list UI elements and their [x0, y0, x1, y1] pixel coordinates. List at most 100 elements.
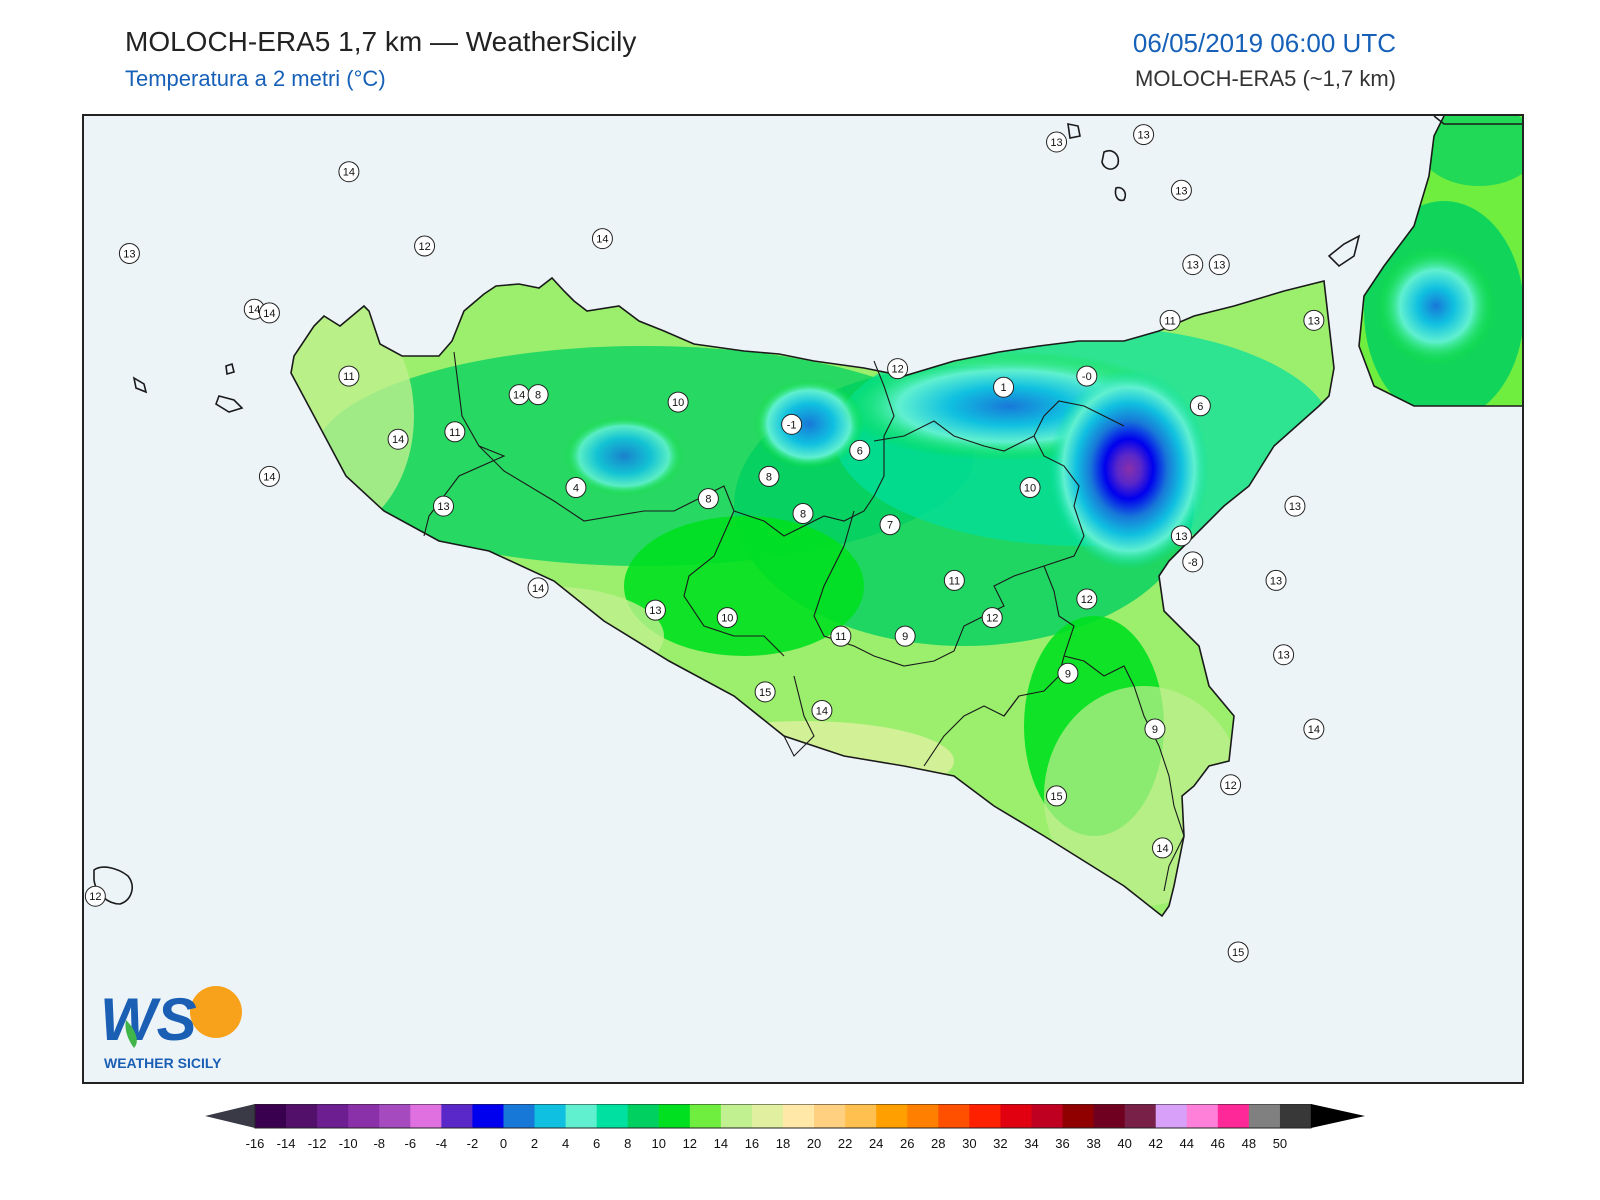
station-circle [1170, 179, 1192, 201]
station-marker: 9 [1057, 662, 1079, 684]
station-marker: 8 [758, 465, 780, 487]
station-value: 15 [1232, 947, 1244, 959]
colorbar-tick-label: 10 [652, 1136, 666, 1151]
station-marker: 14 [338, 161, 360, 183]
station-value: 13 [1213, 260, 1225, 272]
colorbar-cell [938, 1104, 970, 1128]
station-value: 11 [835, 631, 846, 643]
colorbar-cell [534, 1104, 567, 1128]
colorbar-cell [751, 1104, 784, 1128]
colorbar-cell [472, 1104, 504, 1128]
station-circle [338, 161, 360, 183]
colorbar-tick-label: 6 [593, 1136, 600, 1151]
leaf-icon [125, 1020, 137, 1048]
station-circle [697, 488, 719, 510]
colorbar-tick-label: 34 [1024, 1136, 1038, 1151]
station-circle [887, 358, 909, 380]
colorbar-tick-label: 38 [1086, 1136, 1100, 1151]
station-circle [1220, 774, 1242, 796]
station-marker: 9 [1144, 718, 1166, 740]
station-circle [1133, 124, 1155, 146]
station-marker: 13 [1208, 254, 1230, 276]
colorbar-cell [1000, 1104, 1032, 1128]
station-marker: 11 [338, 365, 360, 387]
station-value: 14 [263, 471, 275, 483]
station-circle [444, 421, 466, 443]
station-value: 13 [1289, 501, 1301, 513]
station-value: 13 [1187, 260, 1199, 272]
station-value: 12 [891, 364, 903, 376]
colorbar-tick-label: -12 [308, 1136, 327, 1151]
colorbar-cell [596, 1104, 629, 1128]
station-marker: 11 [444, 421, 466, 443]
logo-letters: WS [100, 986, 197, 1053]
station-value: 15 [1050, 791, 1062, 803]
colorbar-tick-label: 44 [1180, 1136, 1194, 1151]
colorbar-tick-label: -14 [277, 1136, 296, 1151]
station-marker: 12 [1076, 588, 1098, 610]
station-value: 13 [123, 248, 135, 260]
colorbar-tick-label: 24 [869, 1136, 883, 1151]
station-circle [667, 391, 689, 413]
station-circle [1284, 495, 1306, 517]
station-marker: 15 [754, 681, 776, 703]
station-circle [1076, 365, 1098, 387]
station-value: 14 [596, 234, 608, 246]
station-value: 6 [857, 445, 863, 457]
station-circle [830, 625, 852, 647]
station-marker: 8 [697, 488, 719, 510]
colorbar-cell [410, 1104, 442, 1128]
station-value: 6 [1197, 401, 1203, 413]
station-value: 14 [816, 705, 828, 717]
station-marker: 14 [243, 298, 265, 320]
colorbar-cell [1093, 1104, 1126, 1128]
station-marker: 12 [84, 885, 106, 907]
station-marker: 13 [1265, 569, 1287, 591]
colorbar-tick-label: 50 [1273, 1136, 1287, 1151]
station-marker: 11 [830, 625, 852, 647]
station-circle [258, 465, 280, 487]
station-value: 14 [248, 304, 260, 316]
station-value: 8 [535, 390, 541, 402]
station-value: 13 [1277, 650, 1289, 662]
station-circle [1227, 941, 1249, 963]
station-circle [84, 885, 106, 907]
station-circle [1303, 718, 1325, 740]
station-marker: 13 [644, 599, 666, 621]
colorbar-tick-label: 8 [624, 1136, 631, 1151]
colorbar-cell [720, 1104, 753, 1128]
station-value: 10 [672, 397, 684, 409]
colorbar-cell [317, 1104, 349, 1128]
colorbar-cell [441, 1104, 473, 1128]
colorbar-cell [255, 1104, 287, 1128]
colorbar-tick-label: 28 [931, 1136, 945, 1151]
station-marker: 1 [993, 376, 1015, 398]
temperature-map[interactable]: 13 14 14 14 12 11 14 14 14 14 8 11 13 10 4 8 8 -1 6 12 8 7 14 1… [82, 114, 1524, 1084]
colorbar-labels: -16 -14 -12 -10 -8 -6 -4 -2 0 2 4 6 8 10 12 14 16 18 20 22 2… [246, 1136, 1288, 1151]
station-circle [565, 477, 587, 499]
station-value: 12 [89, 891, 101, 903]
colorbar-cell [1124, 1104, 1157, 1128]
station-circle [258, 302, 280, 324]
station-circle [1303, 309, 1325, 331]
station-value: 14 [1308, 724, 1320, 736]
station-markers: 131414141211141414148111310488-161287141… [84, 124, 1325, 963]
station-marker: 10 [1019, 477, 1041, 499]
station-value: 15 [759, 687, 771, 699]
station-circle [527, 384, 549, 406]
station-value: 10 [1024, 483, 1036, 495]
colorbar-tick-label: 22 [838, 1136, 852, 1151]
colorbar-tick-label: -4 [436, 1136, 448, 1151]
station-circle [433, 495, 454, 517]
station-marker: 12 [1220, 774, 1242, 796]
colorbar-tick-label: 14 [714, 1136, 728, 1151]
station-marker: 13 [1170, 179, 1192, 201]
colorbar-cell [1279, 1104, 1312, 1128]
station-value: 13 [1270, 575, 1282, 587]
station-value: 13 [1175, 531, 1187, 543]
station-value: 13 [1050, 137, 1062, 149]
station-marker: 13 [1170, 525, 1192, 547]
colorbar-tick-label: 2 [531, 1136, 538, 1151]
colorbar-cell [658, 1104, 691, 1128]
station-marker: 12 [981, 607, 1003, 629]
